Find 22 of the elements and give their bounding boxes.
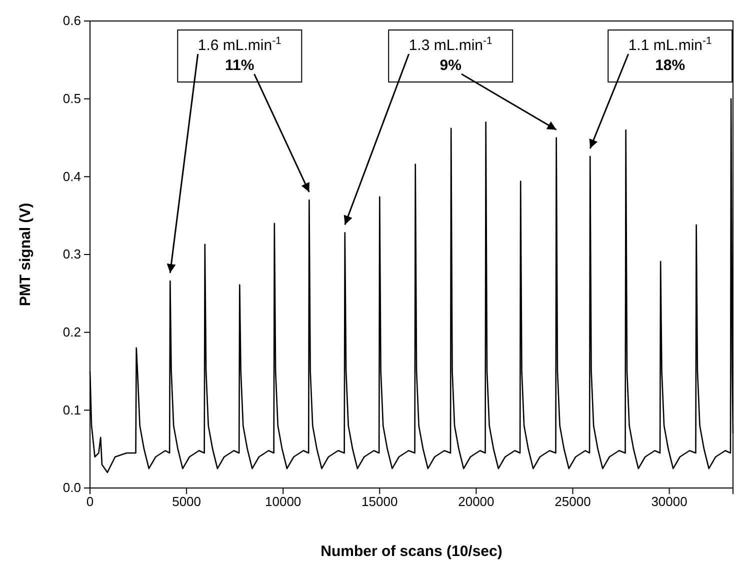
annotation: 1.3 mL.min$^{-1}$ bbox=[408, 35, 493, 54]
y-tick-label: 0.1 bbox=[62, 402, 81, 418]
y-axis-title: PMT signal (V) bbox=[17, 202, 34, 306]
annotation: 18% bbox=[655, 57, 686, 74]
y-tick-label: 0.5 bbox=[62, 90, 81, 106]
x-tick-label: 5000 bbox=[172, 494, 202, 510]
y-tick-label: 0.3 bbox=[62, 246, 81, 262]
annotation: 9% bbox=[440, 57, 462, 74]
y-tick-label: 0.0 bbox=[62, 480, 81, 496]
annotation: 1.6 mL.min$^{-1}$ bbox=[198, 35, 282, 54]
y-tick-label: 0.6 bbox=[62, 13, 81, 28]
y-tick-label: 0.4 bbox=[62, 168, 81, 184]
x-tick-label: 0 bbox=[86, 494, 94, 510]
x-tick-label: 20000 bbox=[458, 494, 494, 510]
x-tick-label: 15000 bbox=[362, 494, 398, 510]
annotation: 1.1 mL.min$^{-1}$ bbox=[628, 35, 712, 54]
x-tick-label: 30000 bbox=[651, 494, 688, 510]
x-tick-label: 10000 bbox=[265, 494, 302, 510]
y-tick-label: 0.2 bbox=[62, 324, 81, 340]
x-tick-label: 25000 bbox=[554, 494, 591, 510]
annotation: 11% bbox=[225, 57, 254, 74]
x-axis-title: Number of scans (10/sec) bbox=[320, 543, 502, 560]
